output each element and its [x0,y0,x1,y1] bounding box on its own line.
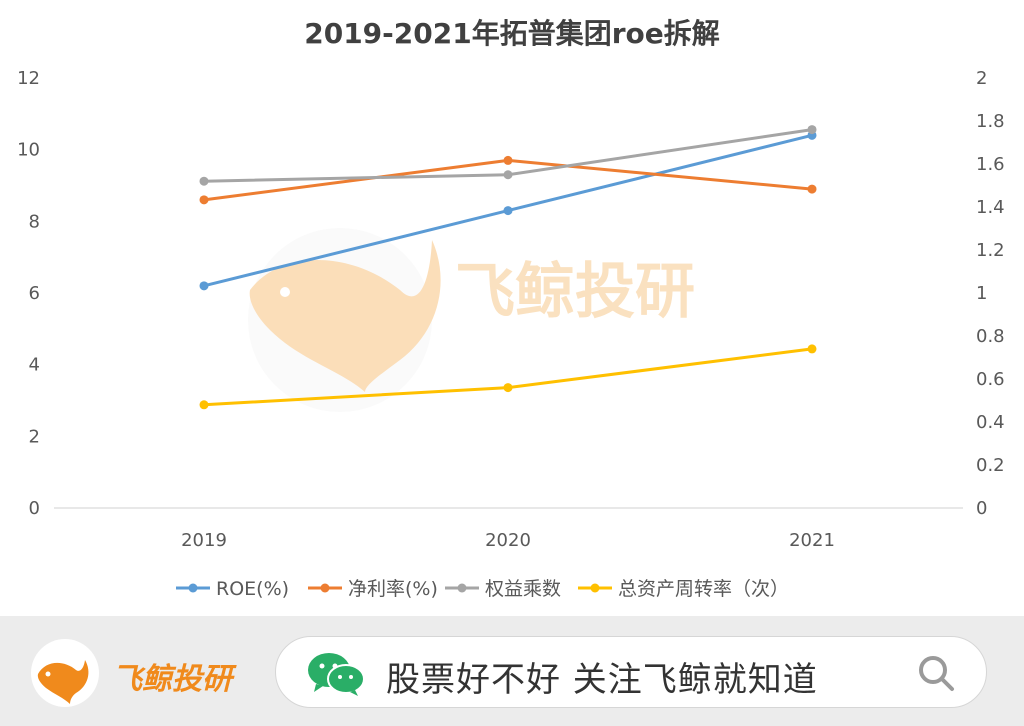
y-axis-left-ticks: 0 2 4 6 8 10 12 [17,68,40,519]
y-left-tick-label: 8 [29,211,40,232]
search-icon[interactable] [916,653,956,693]
y-right-tick-label: 0.8 [976,326,1005,347]
data-point [503,155,513,165]
y-right-tick-label: 0 [976,498,987,519]
footer-brand-name: 飞鲸投研 [112,662,232,697]
y-right-tick-label: 0.4 [976,412,1005,433]
legend-label: ROE(%) [216,578,289,600]
data-point [503,206,513,216]
data-point [199,176,209,186]
x-axis-ticks: 2019 2020 2021 [181,530,835,551]
legend-label: 总资产周转率（次） [618,578,789,600]
legend-swatch-marker [590,583,600,593]
legend-swatch-marker [188,583,198,593]
data-point [503,170,513,180]
data-point [199,281,209,291]
y-right-tick-label: 0.6 [976,369,1005,390]
y-right-tick-label: 2 [976,68,987,89]
y-right-tick-label: 1.8 [976,111,1005,132]
data-point [807,125,817,135]
data-point [199,400,209,410]
chart-area: 2019-2021年拓普集团roe拆解 飞鲸投研 0 2 4 6 8 10 12 0 0.2 0… [17,17,1005,600]
y-left-tick-label: 4 [29,355,40,376]
y-right-tick-label: 1.6 [976,154,1005,175]
series-3 [199,344,817,410]
search-slogan: 股票好不好 关注飞鲸就知道 [386,660,818,700]
series-0 [199,130,817,291]
legend-item: 净利率(%) [308,578,438,600]
legend-item: 总资产周转率（次） [578,578,789,600]
legend-item: 权益乘数 [445,578,561,600]
data-point [807,344,817,354]
line-chart: 飞鲸投研 0 2 4 6 8 10 12 0 0.2 0.4 0.6 0.8 1 1.2 1.4 1.6 1.… [17,68,1005,600]
y-right-tick-label: 1.2 [976,240,1005,261]
y-left-tick-label: 6 [29,283,40,304]
y-right-tick-label: 1.4 [976,197,1005,218]
chart-title: 2019-2021年拓普集团roe拆解 [304,17,720,50]
data-point [503,383,513,393]
data-point [807,184,817,194]
series-layer [199,125,817,410]
y-left-tick-label: 2 [29,426,40,447]
y-left-tick-label: 0 [29,498,40,519]
y-left-tick-label: 10 [17,140,40,161]
data-point [199,195,209,205]
y-axis-right-ticks: 0 0.2 0.4 0.6 0.8 1 1.2 1.4 1.6 1.8 2 [976,68,1005,519]
series-1 [199,155,817,205]
legend-item: ROE(%) [176,578,289,600]
x-tick-label: 2019 [181,530,227,551]
footer-bar: 飞鲸投研 股票好不好 关注飞鲸就知道 [0,616,1024,726]
wechat-icon [308,653,365,696]
watermark-text: 飞鲸投研 [455,257,695,327]
whale-logo-icon [31,639,99,707]
legend-swatch-marker [457,583,467,593]
series-2 [199,125,817,186]
search-bar[interactable]: 股票好不好 关注飞鲸就知道 [275,636,987,708]
y-right-tick-label: 0.2 [976,455,1005,476]
watermark-whale-icon [248,228,441,412]
legend: ROE(%) 净利率(%) 权益乘数 总资产周转率（次） [176,578,789,600]
legend-label: 净利率(%) [348,578,438,600]
x-tick-label: 2020 [485,530,531,551]
y-right-tick-label: 1 [976,283,987,304]
legend-label: 权益乘数 [485,578,561,600]
legend-swatch-marker [320,583,330,593]
x-tick-label: 2021 [789,530,835,551]
y-left-tick-label: 12 [17,68,40,89]
